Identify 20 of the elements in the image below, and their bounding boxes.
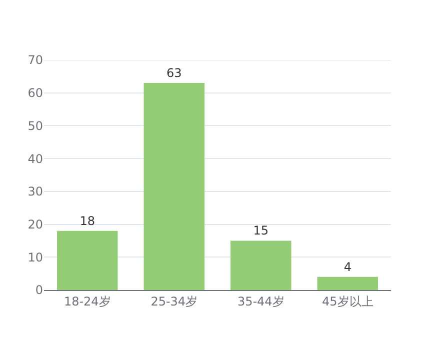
x-tick-label: 35-44岁 bbox=[237, 294, 284, 308]
bar bbox=[144, 83, 204, 290]
y-tick-label: 50 bbox=[28, 118, 43, 133]
data-label: 4 bbox=[344, 260, 352, 274]
y-tick-label: 70 bbox=[28, 53, 43, 68]
y-tick-label: 30 bbox=[28, 184, 43, 199]
x-tick-label: 45岁以上 bbox=[322, 294, 374, 308]
data-label: 63 bbox=[166, 66, 182, 80]
bar bbox=[57, 230, 118, 290]
y-tick-label: 0 bbox=[35, 283, 43, 298]
data-label: 15 bbox=[253, 224, 269, 238]
x-tick-label: 18-24岁 bbox=[64, 294, 111, 308]
data-label: 18 bbox=[80, 214, 96, 228]
y-tick-label: 60 bbox=[28, 86, 43, 100]
bar bbox=[230, 240, 292, 290]
y-tick-label: 10 bbox=[28, 250, 43, 264]
x-tick-label: 25-34岁 bbox=[150, 294, 198, 308]
bar bbox=[317, 276, 378, 290]
y-tick-label: 40 bbox=[28, 152, 43, 166]
y-tick-label: 20 bbox=[28, 217, 43, 232]
